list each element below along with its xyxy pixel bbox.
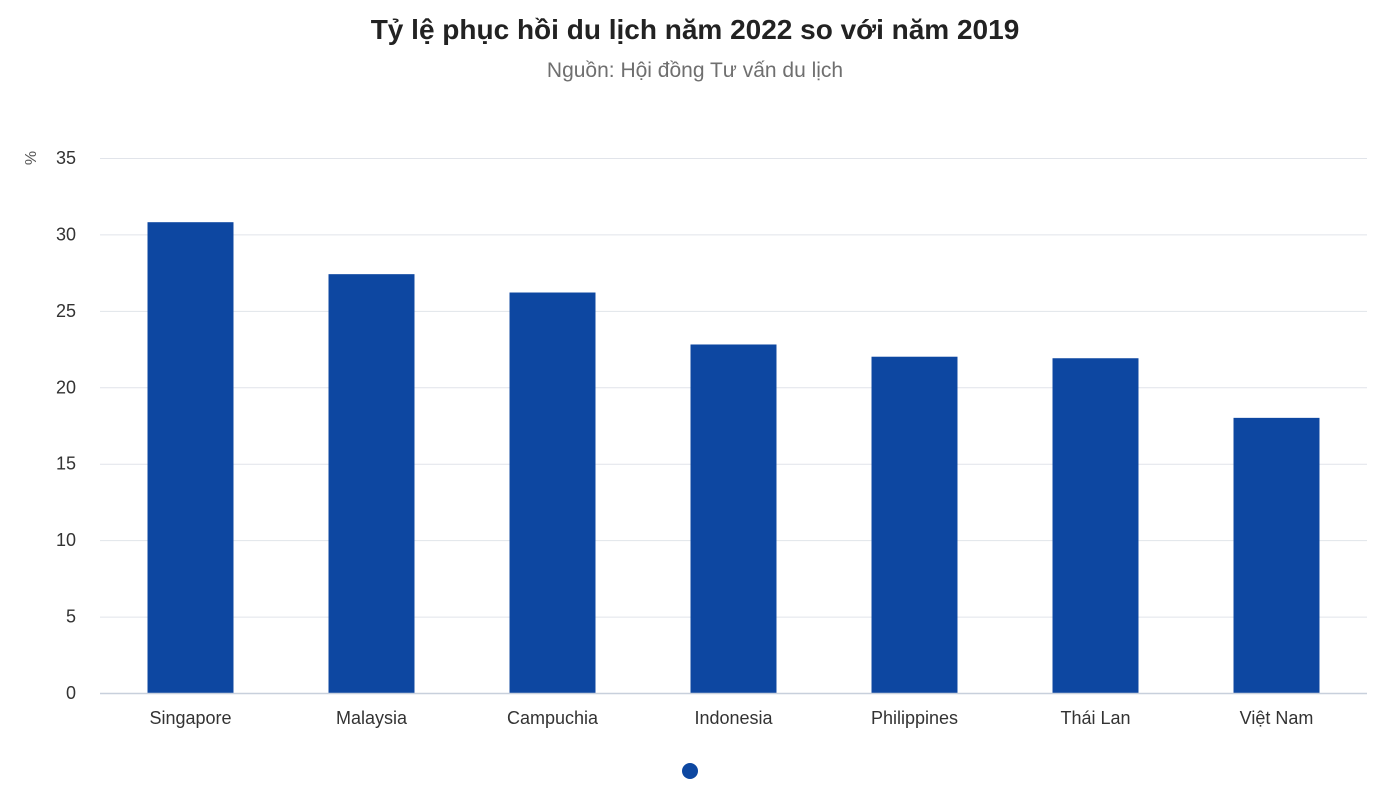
y-tick-label: 10	[56, 530, 76, 550]
y-tick-label: 20	[56, 377, 76, 397]
y-axis-unit-label: %	[23, 151, 40, 165]
bar-6[interactable]	[1233, 417, 1320, 693]
y-tick-label: 0	[66, 683, 76, 703]
bar-0[interactable]	[147, 222, 234, 693]
x-tick-label: Indonesia	[694, 708, 773, 728]
y-tick-label: 30	[56, 224, 76, 244]
chart-subtitle: Nguồn: Hội đồng Tư vấn du lịch	[546, 59, 844, 82]
y-tick-label: 15	[56, 454, 76, 474]
x-tick-label: Việt Nam	[1240, 708, 1314, 728]
x-tick-label: Campuchia	[507, 708, 599, 728]
bar-1[interactable]	[328, 274, 415, 693]
x-tick-label: Thái Lan	[1060, 708, 1130, 728]
bar-2[interactable]	[509, 292, 596, 693]
y-tick-label: 5	[66, 607, 76, 627]
y-tick-label: 35	[56, 148, 76, 168]
x-tick-label: Philippines	[871, 708, 958, 728]
bar-4[interactable]	[871, 356, 958, 693]
chart-title: Tỷ lệ phục hồi du lịch năm 2022 so với n…	[370, 14, 1020, 45]
bars	[147, 222, 1320, 693]
bar-5[interactable]	[1052, 358, 1139, 693]
x-axis-ticks: Singapore Malaysia Campuchia Indonesia Phili…	[149, 708, 1313, 728]
x-tick-label: Malaysia	[336, 708, 408, 728]
y-axis-ticks: 0 5 10 15 20 25 30 35	[56, 148, 76, 703]
x-tick-label: Singapore	[149, 708, 231, 728]
bar-3[interactable]	[690, 344, 777, 693]
y-tick-label: 25	[56, 301, 76, 321]
pagination-dot[interactable]	[682, 763, 698, 779]
